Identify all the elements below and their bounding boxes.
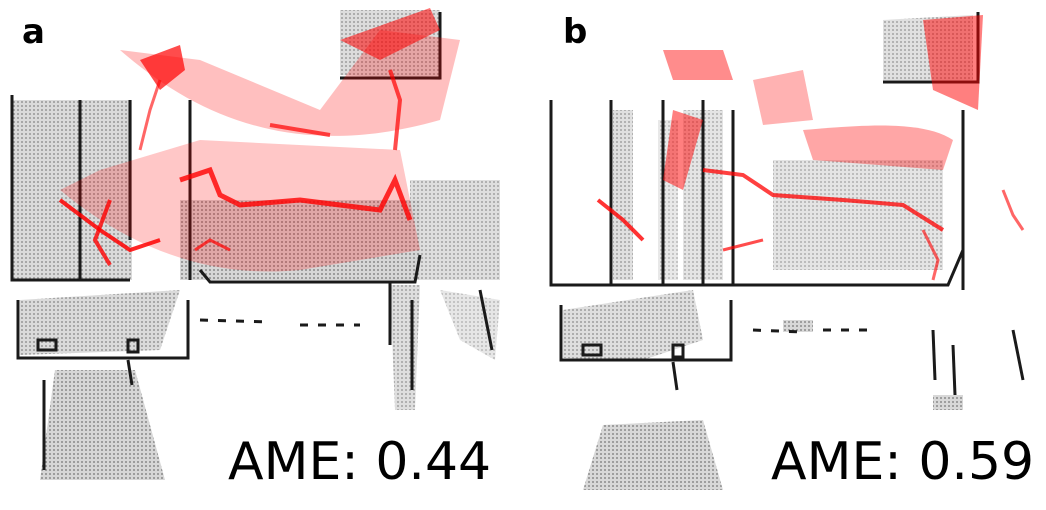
panel-b: b AME: 0.59 (523, 0, 1046, 510)
ame-metric-b: AME: 0.59 (771, 432, 1035, 492)
panel-label-b: b (563, 12, 588, 52)
ame-metric-a: AME: 0.44 (228, 432, 492, 492)
map-render-b (549, 12, 1025, 490)
trajectory-cloud-b (596, 15, 1025, 281)
occupancy-map-b (563, 15, 973, 490)
walls-b (549, 12, 1025, 396)
walls-a (10, 12, 494, 470)
map-render-a (10, 8, 500, 480)
panel-label-a: a (22, 12, 45, 52)
trajectory-cloud-a (58, 8, 460, 272)
panel-a: a AME: 0.44 (10, 8, 500, 492)
